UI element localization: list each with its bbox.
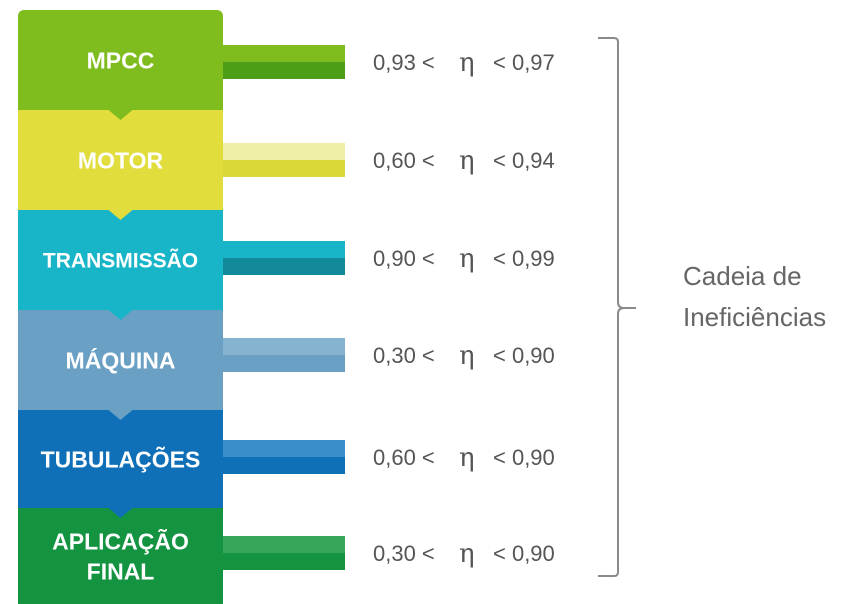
efficiency-bar-top [223,338,345,355]
stage-arrow-notch [108,210,133,220]
efficiency-bar-top [223,45,345,62]
chain-label: Cadeia de Ineficiências [683,261,826,332]
efficiency-bar-bottom [223,62,345,79]
efficiency-bar-aplicacao-final [223,536,345,570]
stage-block-aplicacao-final [18,508,223,604]
stage-block-bg [18,410,223,508]
stage-block-motor [18,110,223,220]
efficiency-ranges: 0,93 < η < 0,970,60 < η < 0,940,90 < η < 0,990… [373,48,555,569]
eta-symbol: η [459,341,475,371]
stage-label-tubulacoes: TUBULAÇÕES [41,445,201,472]
eta-symbol: η [459,146,475,176]
range-low: 0,93 < [373,50,435,75]
stage-arrow-notch [108,410,133,420]
stage-block-mpcc [18,10,223,120]
efficiency-bars [223,45,345,570]
stage-block-bg [18,110,223,210]
stage-block-tubulacoes [18,410,223,518]
stage-block-bg [18,508,223,604]
stage-block-bg [18,310,223,410]
efficiency-range-tubulacoes: 0,60 < η < 0,90 [373,443,555,473]
chain-label-line-2: Ineficiências [683,302,826,332]
curly-brace [598,37,636,577]
eta-symbol: η [459,48,475,78]
range-high: < 0,94 [493,148,555,173]
stage-arrow-notch [108,110,133,120]
stage-label-transmissao: TRANSMISSÃO [43,250,198,273]
eta-symbol: η [459,443,475,473]
range-high: < 0,90 [493,343,555,368]
efficiency-bar-mpcc [223,45,345,79]
stage-label-maquina: MÁQUINA [66,346,176,373]
stage-arrow-notch [108,310,133,320]
stage-block-bg [18,210,223,310]
efficiency-range-transmissao: 0,90 < η < 0,99 [373,244,555,274]
efficiency-bar-top [223,440,345,457]
efficiency-bar-top [223,241,345,258]
eta-symbol: η [459,539,475,569]
efficiency-bar-transmissao [223,241,345,275]
efficiency-bar-bottom [223,258,345,275]
range-low: 0,30 < [373,343,435,368]
stage-block-transmissao [18,210,223,320]
stage-label-aplicacao-final-line-2: FINAL [87,558,155,584]
efficiency-bar-bottom [223,553,345,570]
efficiency-bar-maquina [223,338,345,372]
eta-symbol: η [459,244,475,274]
stage-block-maquina [18,310,223,420]
stage-blocks: MPCC MOTOR TRANSMISSÃO MÁQUINA TUBULAÇÕES APL… [18,10,223,604]
range-high: < 0,97 [493,50,555,75]
stage-arrow-notch [108,508,133,518]
range-high: < 0,90 [493,541,555,566]
efficiency-bar-top [223,143,345,160]
chain-brace [598,37,636,577]
efficiency-bar-bottom [223,160,345,177]
range-low: 0,30 < [373,541,435,566]
chain-label-line-1: Cadeia de [683,261,802,291]
range-low: 0,90 < [373,246,435,271]
stage-block-bg-fill [18,20,223,110]
efficiency-range-mpcc: 0,93 < η < 0,97 [373,48,555,78]
efficiency-range-motor: 0,60 < η < 0,94 [373,146,555,176]
efficiency-bar-bottom [223,355,345,372]
efficiency-bar-tubulacoes [223,440,345,474]
range-low: 0,60 < [373,445,435,470]
stage-label-motor: MOTOR [78,147,164,173]
efficiency-range-maquina: 0,30 < η < 0,90 [373,341,555,371]
range-low: 0,60 < [373,148,435,173]
range-high: < 0,90 [493,445,555,470]
efficiency-bar-top [223,536,345,553]
efficiency-bar-motor [223,143,345,177]
efficiency-range-aplicacao-final: 0,30 < η < 0,90 [373,539,555,569]
range-high: < 0,99 [493,246,555,271]
stage-label-aplicacao-final-line-1: APLICAÇÃO [52,527,189,554]
stage-label-mpcc: MPCC [87,47,155,73]
efficiency-bar-bottom [223,457,345,474]
